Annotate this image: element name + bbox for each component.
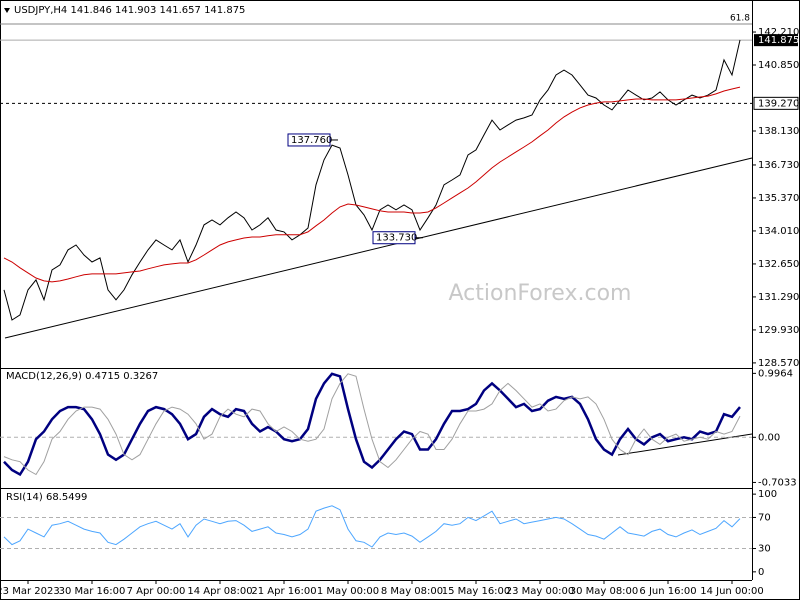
y-tick-label: 138.130 <box>758 126 799 137</box>
y-tick-label: 136.730 <box>758 160 799 171</box>
x-tick-label: 23 Mar 2023 <box>0 586 60 597</box>
y-tick-label: 131.290 <box>758 292 799 303</box>
x-tick-label: 23 May 00:00 <box>506 586 575 597</box>
y-tick-label: 0 <box>758 567 764 578</box>
pivot-label: 137.760 <box>291 135 332 146</box>
level-label: 139.270 <box>758 98 799 109</box>
y-tick-label: 129.930 <box>758 325 799 336</box>
y-tick-label: 70 <box>758 512 771 523</box>
last-price-label: 141.875 <box>758 35 799 46</box>
chart-title: USDJPY,H4 141.846 141.903 141.657 141.87… <box>14 5 245 16</box>
series-line <box>3 86 741 283</box>
series-line <box>3 372 741 477</box>
series-line <box>3 373 741 476</box>
level-label: 61.8 <box>730 14 750 24</box>
x-tick-label: 6 Jun 16:00 <box>639 586 696 597</box>
y-tick-label: 132.650 <box>758 259 799 270</box>
pivot-label: 133.730 <box>376 233 417 244</box>
x-tick-label: 14 Apr 08:00 <box>187 586 252 597</box>
macd-title: MACD(12,26,9) 0.4715 0.3267 <box>6 371 158 382</box>
icon <box>4 8 10 13</box>
series-line <box>3 505 741 548</box>
x-tick-label: 21 Apr 16:00 <box>251 586 316 597</box>
y-tick-label: 100 <box>758 489 777 500</box>
x-tick-label: 1 May 00:00 <box>317 586 379 597</box>
y-tick-label: 135.370 <box>758 193 799 204</box>
pivot-box <box>287 133 331 147</box>
y-tick-label: -0.7033 <box>758 477 797 488</box>
trendline <box>4 157 753 339</box>
pivot-box <box>372 231 416 245</box>
watermark: ActionForex.com <box>449 281 632 306</box>
y-tick-label: 128.570 <box>758 358 799 369</box>
x-tick-label: 15 May 16:00 <box>442 586 511 597</box>
y-tick-label: 134.010 <box>758 226 799 237</box>
rsi-title: RSI(14) 68.5499 <box>6 492 87 503</box>
x-tick-label: 30 May 08:00 <box>570 586 639 597</box>
x-tick-label: 30 Mar 16:00 <box>59 586 126 597</box>
x-tick-label: 7 Apr 00:00 <box>127 586 186 597</box>
y-tick-label: 0.9964 <box>758 368 793 379</box>
last-price-box <box>754 34 798 47</box>
series-line <box>3 39 741 321</box>
level-label-box <box>753 96 799 110</box>
x-tick-label: 14 Jun 00:00 <box>700 586 764 597</box>
y-tick-label: 140.850 <box>758 60 799 71</box>
y-tick-label: 30 <box>758 544 771 555</box>
x-tick-label: 8 May 08:00 <box>381 586 443 597</box>
y-tick-label: 142.210 <box>758 27 799 38</box>
y-tick-label: 0.00 <box>758 432 780 443</box>
